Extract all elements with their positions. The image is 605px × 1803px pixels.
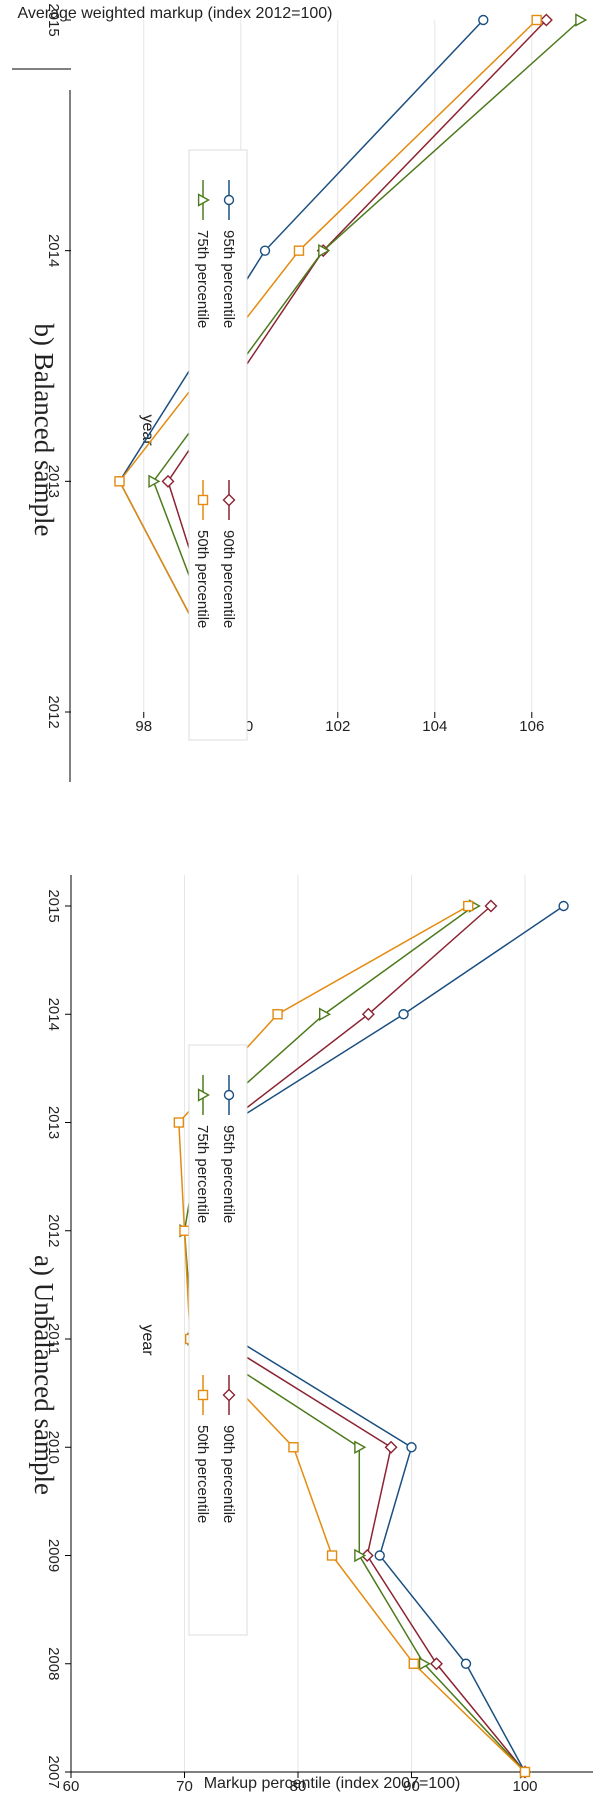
rotated-figure: b) Balanced sample 98100102104106 201220… xyxy=(12,3,593,1795)
a-legend-label-2: 75th percentile xyxy=(194,1125,211,1223)
a-x-tick-label: 2012 xyxy=(45,1214,62,1247)
b-series-point-0 xyxy=(259,245,271,256)
a-series-point-0 xyxy=(460,1658,472,1669)
a-y-tick-label: 70 xyxy=(176,1778,193,1795)
a-series-point-2 xyxy=(354,1548,367,1563)
b-series-point-0 xyxy=(478,14,489,26)
a-series-point-3 xyxy=(173,1117,185,1128)
a-series-point-3 xyxy=(519,1766,531,1778)
a-y-tick-label: 80 xyxy=(290,1778,307,1795)
panel-b-legend-box xyxy=(188,149,248,741)
b-series-point-2 xyxy=(575,13,588,27)
a-series-point-0 xyxy=(558,900,569,912)
b-series-line-3 xyxy=(118,19,538,713)
a-legend-marker-3 xyxy=(197,1389,209,1401)
a-series-point-1 xyxy=(429,1657,443,1671)
panel-a-x-axis-label: year xyxy=(139,1324,156,1356)
a-series-point-1 xyxy=(361,1007,375,1021)
a-series-point-1 xyxy=(484,899,498,913)
b-y-tick-label: 102 xyxy=(325,718,350,735)
panel-a-title: a) Unbalanced sample xyxy=(29,1255,59,1495)
a-legend-marker-0 xyxy=(223,1089,235,1101)
a-series-point-3 xyxy=(463,900,474,912)
panel-a-y-axis-label: Markup percentile (index 2007=100) xyxy=(204,1775,461,1792)
a-x-tick-label: 2007 xyxy=(45,1755,62,1788)
a-series-point-0 xyxy=(398,1009,409,1020)
panel-b-legend: 95th percentile 90th percentile 75th perce… xyxy=(188,149,248,741)
a-series-point-0 xyxy=(374,1550,385,1561)
b-series-point-2 xyxy=(318,243,331,258)
a-x-tick-label: 2010 xyxy=(45,1431,62,1464)
a-y-tick-label: 100 xyxy=(512,1778,537,1795)
b-legend-label-1: 90th percentile xyxy=(220,530,237,628)
b-y-tick-label: 98 xyxy=(135,718,152,735)
a-series-point-2 xyxy=(354,1440,367,1454)
a-legend-marker-2 xyxy=(197,1088,210,1102)
a-x-tick-label: 2013 xyxy=(45,1106,62,1139)
a-series-point-3 xyxy=(179,1225,190,1236)
a-x-tick-label: 2009 xyxy=(45,1539,62,1572)
a-series-line-0 xyxy=(223,905,565,1773)
panel-b-series xyxy=(114,13,588,719)
a-series-point-0 xyxy=(406,1442,417,1453)
a-series-point-3 xyxy=(408,1658,419,1669)
b-series-point-2 xyxy=(148,474,161,489)
b-x-tick-label: 2014 xyxy=(45,234,62,267)
a-series-point-2 xyxy=(319,1007,332,1021)
b-legend-label-0: 95th percentile xyxy=(220,230,237,328)
a-x-tick-label: 2014 xyxy=(45,998,62,1031)
b-series-point-3 xyxy=(114,476,125,487)
a-x-tick-label: 2008 xyxy=(45,1647,62,1680)
panel-a-x-ticks: 2007 2008 2009 2010 2011 2012 2013 2014 2015 xyxy=(45,889,71,1789)
panel-b-balanced: b) Balanced sample 98100102104106 201220… xyxy=(12,3,588,782)
a-x-tick-label: 2011 xyxy=(45,1323,62,1355)
a-legend-marker-1 xyxy=(222,1388,236,1402)
b-x-tick-label: 2015 xyxy=(45,3,62,36)
b-y-tick-label: 106 xyxy=(519,718,544,735)
a-series-point-3 xyxy=(272,1009,283,1020)
a-x-tick-label: 2015 xyxy=(45,889,62,922)
b-y-tick-label: 104 xyxy=(422,718,447,735)
b-series-point-3 xyxy=(293,245,305,256)
a-legend-label-1: 90th percentile xyxy=(220,1425,237,1523)
b-legend-label-3: 50th percentile xyxy=(194,530,211,628)
b-series-point-1 xyxy=(161,474,175,488)
a-y-tick-label: 60 xyxy=(63,1778,80,1795)
a-legend-label-3: 50th percentile xyxy=(194,1425,211,1523)
panel-a-legend-box xyxy=(188,1044,248,1636)
panel-a-unbalanced: a) Unbalanced sample 60 70 80 90 100 2007200… xyxy=(29,875,593,1795)
b-legend-marker-3 xyxy=(197,494,209,506)
panel-b-y-axis-label: Average weighted markup (index 2012=100) xyxy=(17,5,332,22)
a-series-point-1 xyxy=(384,1440,398,1454)
panel-b-x-axis-label: year xyxy=(139,414,156,446)
b-x-tick-label: 2013 xyxy=(45,465,62,498)
a-series-point-2 xyxy=(418,1657,431,1671)
b-legend-marker-1 xyxy=(222,493,236,507)
a-series-point-3 xyxy=(326,1550,338,1561)
panel-a-legend: 95th percentile 90th percentile 75th perce… xyxy=(188,1044,248,1636)
b-legend-label-2: 75th percentile xyxy=(194,230,211,328)
a-legend-label-0: 95th percentile xyxy=(220,1125,237,1223)
a-series-point-3 xyxy=(288,1442,299,1453)
panel-b-x-ticks: 2012 2013 2014 2015 xyxy=(45,3,71,729)
b-legend-marker-2 xyxy=(197,193,210,207)
panel-b-title: b) Balanced sample xyxy=(29,324,59,537)
b-x-tick-label: 2012 xyxy=(45,695,62,728)
a-y-tick-label: 90 xyxy=(403,1778,420,1795)
b-legend-marker-0 xyxy=(223,194,235,206)
panel-a-y-ticks: 60 70 80 90 100 xyxy=(63,1772,538,1795)
b-series-point-3 xyxy=(531,14,542,26)
